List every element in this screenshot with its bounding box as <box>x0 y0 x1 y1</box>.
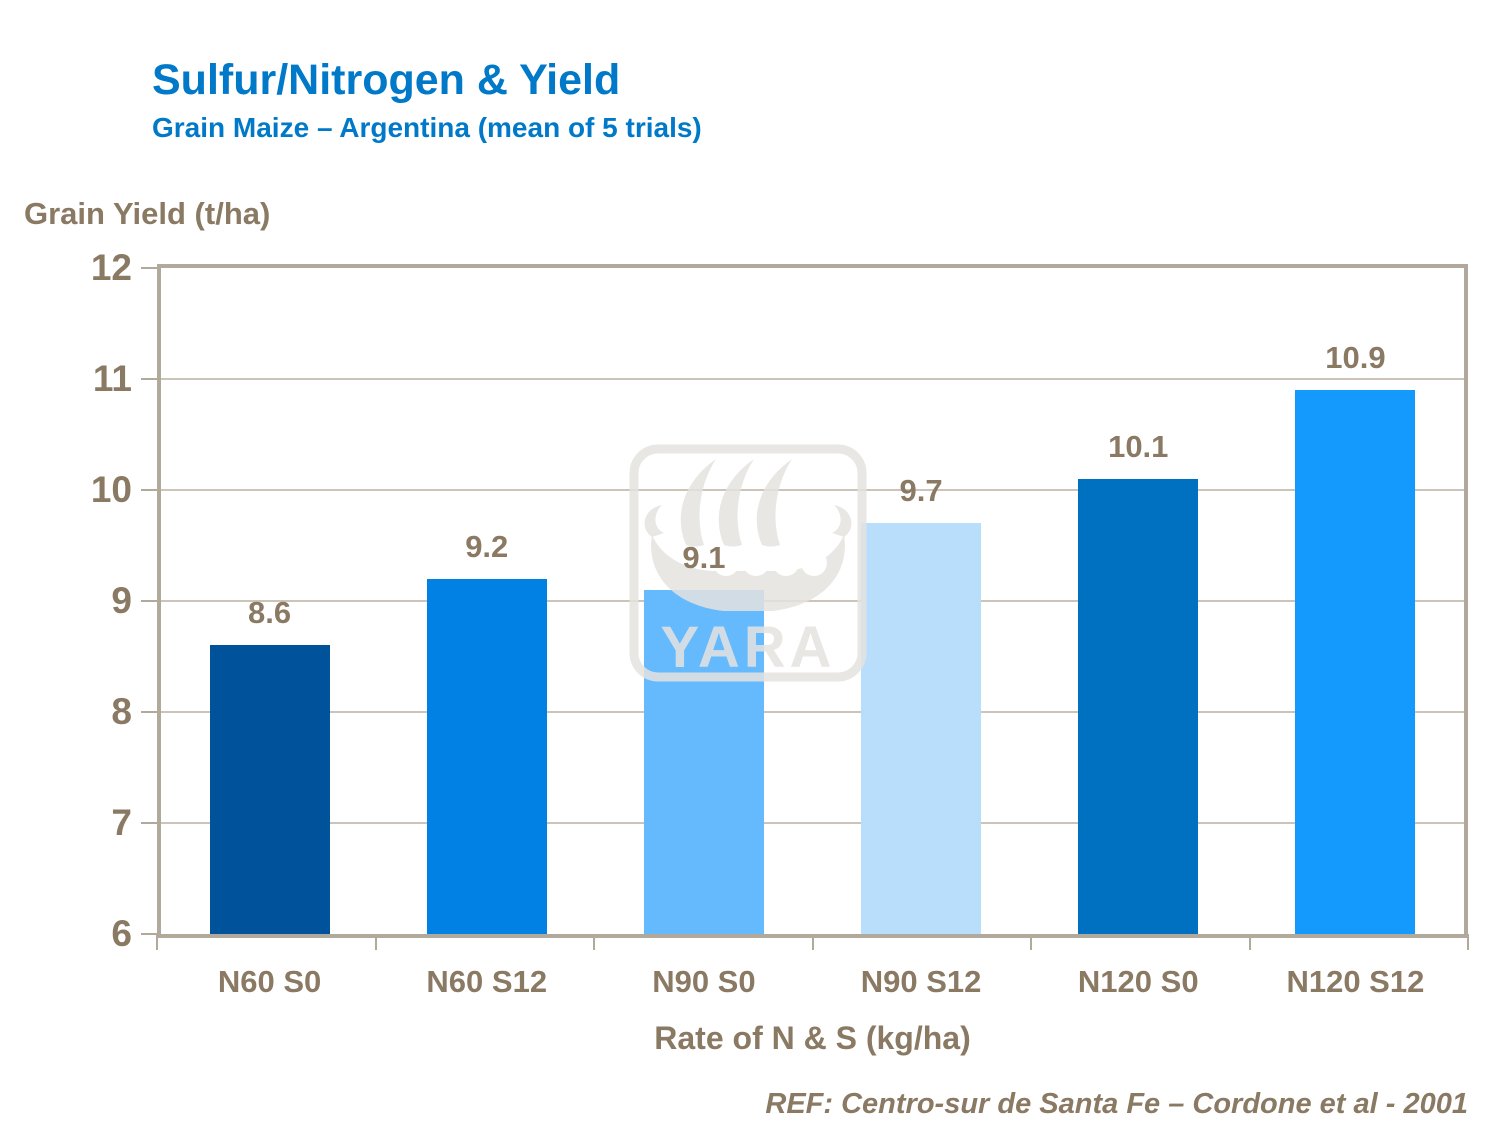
y-tick-label-12: 12 <box>90 247 132 288</box>
y-tick-label-10: 10 <box>90 469 132 510</box>
x-tick-label-n60-s0: N60 S0 <box>217 964 322 999</box>
bar-n60-s12 <box>426 578 547 934</box>
y-tick-label-7: 7 <box>111 802 132 843</box>
y-tick-mark-10 <box>141 489 157 491</box>
x-tick-mark-4 <box>1030 934 1032 950</box>
x-tick-label-n120-s0: N120 S0 <box>1077 964 1199 999</box>
bar-n90-s0 <box>643 589 764 934</box>
reference-citation: REF: Centro-sur de Santa Fe – Cordone et… <box>765 1088 1468 1120</box>
y-tick-label-6: 6 <box>111 913 132 954</box>
bar-n120-s12 <box>1295 390 1416 934</box>
gridline-y7 <box>161 822 1464 824</box>
x-tick-label-n60-s12: N60 S12 <box>426 964 548 999</box>
gridline-y11 <box>161 378 1464 380</box>
y-tick-label-9: 9 <box>111 580 132 621</box>
y-tick-mark-8 <box>141 711 157 713</box>
x-axis-title: Rate of N & S (kg/ha) <box>654 1020 971 1056</box>
y-tick-label-8: 8 <box>111 691 132 732</box>
y-tick-mark-11 <box>141 378 157 380</box>
y-tick-mark-12 <box>141 267 157 269</box>
y-tick-mark-9 <box>141 600 157 602</box>
y-tick-mark-7 <box>141 822 157 824</box>
bar-value-label-n90-s12: 9.7 <box>899 473 943 509</box>
bar-value-label-n120-s12: 10.9 <box>1325 340 1386 376</box>
x-tick-mark-2 <box>593 934 595 950</box>
y-axis-title: Grain Yield (t/ha) <box>24 196 271 231</box>
bar-n60-s0 <box>209 645 330 934</box>
y-tick-label-11: 11 <box>92 358 132 399</box>
x-tick-mark-1 <box>374 934 377 950</box>
x-tick-mark-5 <box>1248 934 1251 950</box>
x-tick-label-n90-s0: N90 S0 <box>652 964 756 999</box>
x-tick-label-n120-s12: N120 S12 <box>1286 964 1425 999</box>
bar-value-label-n120-s0: 10.1 <box>1108 428 1169 464</box>
x-tick-mark-0 <box>156 934 158 950</box>
y-tick-mark-6 <box>141 933 157 935</box>
bar-n90-s12 <box>861 523 982 934</box>
bar-value-label-n60-s12: 9.2 <box>465 528 509 564</box>
chart-title: Sulfur/Nitrogen & Yield <box>152 56 621 104</box>
bar-n120-s0 <box>1078 478 1199 934</box>
x-tick-label-n90-s12: N90 S12 <box>860 964 982 999</box>
chart-subtitle: Grain Maize – Argentina (mean of 5 trial… <box>152 112 702 143</box>
bar-value-label-n90-s0: 9.1 <box>682 539 726 575</box>
bar-value-label-n60-s0: 8.6 <box>248 595 292 631</box>
x-tick-mark-3 <box>811 934 814 950</box>
gridline-y8 <box>161 711 1464 713</box>
x-tick-mark-6 <box>1467 934 1469 950</box>
